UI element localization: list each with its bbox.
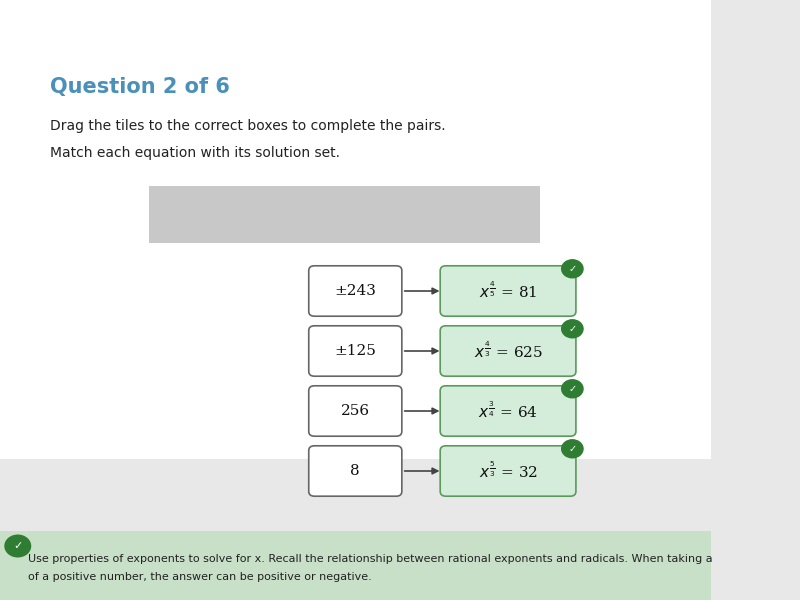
FancyBboxPatch shape bbox=[309, 446, 402, 496]
Text: 256: 256 bbox=[341, 404, 370, 418]
Circle shape bbox=[562, 380, 583, 398]
Text: $x^{\frac{4}{5}}$ = 81: $x^{\frac{4}{5}}$ = 81 bbox=[479, 281, 538, 301]
Text: ✓: ✓ bbox=[568, 324, 577, 334]
Text: cal Functions: cal Functions bbox=[7, 31, 120, 46]
Text: ✓: ✓ bbox=[568, 384, 577, 394]
Text: Drag the tiles to the correct boxes to complete the pairs.: Drag the tiles to the correct boxes to c… bbox=[50, 119, 446, 133]
FancyBboxPatch shape bbox=[440, 326, 576, 376]
FancyBboxPatch shape bbox=[309, 266, 402, 316]
Circle shape bbox=[562, 440, 583, 458]
Text: of a positive number, the answer can be positive or negative.: of a positive number, the answer can be … bbox=[29, 572, 372, 582]
FancyBboxPatch shape bbox=[0, 0, 710, 23]
Text: Question 2 of 6: Question 2 of 6 bbox=[50, 77, 230, 97]
Circle shape bbox=[562, 320, 583, 338]
FancyBboxPatch shape bbox=[0, 23, 710, 54]
Circle shape bbox=[5, 535, 30, 557]
Text: Use properties of exponents to solve for x. Recall the relationship between rati: Use properties of exponents to solve for… bbox=[29, 554, 713, 564]
FancyBboxPatch shape bbox=[0, 0, 710, 459]
Text: $x^{\frac{5}{3}}$ = 32: $x^{\frac{5}{3}}$ = 32 bbox=[478, 461, 538, 481]
FancyBboxPatch shape bbox=[440, 266, 576, 316]
Text: $x^{\frac{3}{4}}$ = 64: $x^{\frac{3}{4}}$ = 64 bbox=[478, 401, 538, 421]
Circle shape bbox=[562, 260, 583, 278]
FancyBboxPatch shape bbox=[440, 386, 576, 436]
Text: ✓: ✓ bbox=[568, 444, 577, 454]
FancyBboxPatch shape bbox=[440, 446, 576, 496]
Text: $x^{\frac{4}{3}}$ = 625: $x^{\frac{4}{3}}$ = 625 bbox=[474, 341, 542, 361]
FancyBboxPatch shape bbox=[0, 531, 710, 600]
Text: ✓: ✓ bbox=[568, 264, 577, 274]
Text: ✓: ✓ bbox=[13, 541, 22, 551]
FancyBboxPatch shape bbox=[150, 186, 540, 243]
Text: 8: 8 bbox=[350, 464, 360, 478]
Text: ±243: ±243 bbox=[334, 284, 376, 298]
FancyBboxPatch shape bbox=[309, 326, 402, 376]
FancyBboxPatch shape bbox=[309, 386, 402, 436]
Text: Match each equation with its solution set.: Match each equation with its solution se… bbox=[50, 146, 340, 160]
Text: ±125: ±125 bbox=[334, 344, 376, 358]
